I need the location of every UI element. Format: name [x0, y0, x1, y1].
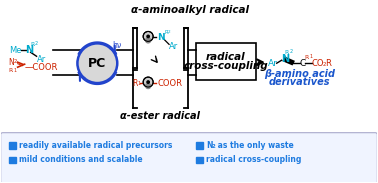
Text: radical: radical [206, 52, 246, 62]
Bar [9, 142, 15, 149]
Text: R: R [285, 50, 289, 55]
Text: N: N [206, 141, 212, 150]
Text: as the only waste: as the only waste [215, 141, 294, 150]
Circle shape [143, 31, 153, 41]
Text: COOR: COOR [157, 79, 182, 87]
Bar [196, 142, 203, 149]
Text: 2: 2 [212, 144, 216, 149]
Text: 1: 1 [310, 54, 313, 59]
Text: α-ester radical: α-ester radical [120, 111, 200, 121]
Text: 1: 1 [138, 81, 141, 86]
Text: —COOR: —COOR [25, 63, 58, 72]
Bar [196, 43, 256, 80]
Text: R: R [132, 79, 138, 87]
Text: CO: CO [311, 59, 324, 68]
Text: Ar: Ar [37, 55, 46, 64]
Text: N: N [157, 33, 165, 42]
Text: readily available radical precursors: readily available radical precursors [19, 141, 172, 150]
Circle shape [147, 81, 149, 83]
Text: 2: 2 [289, 49, 292, 54]
Text: R: R [164, 30, 168, 35]
Text: mild conditions and scalable: mild conditions and scalable [19, 156, 142, 165]
Text: 2: 2 [322, 62, 326, 67]
Circle shape [146, 84, 151, 89]
Text: R: R [305, 55, 309, 60]
Bar [196, 156, 203, 163]
Text: R: R [325, 59, 332, 68]
Text: 2: 2 [14, 59, 17, 64]
Text: 2: 2 [168, 30, 171, 34]
Bar [9, 156, 15, 163]
Text: N: N [9, 58, 14, 67]
FancyBboxPatch shape [1, 133, 377, 183]
Text: hν: hν [112, 41, 122, 50]
Circle shape [147, 35, 149, 38]
Text: α-aminoalkyl radical: α-aminoalkyl radical [131, 5, 249, 15]
Text: Ar: Ar [169, 42, 178, 51]
Text: N: N [26, 45, 34, 55]
Text: radical cross-coupling: radical cross-coupling [206, 156, 301, 165]
Text: Me: Me [9, 46, 21, 55]
Circle shape [77, 43, 117, 83]
Text: C: C [300, 59, 306, 68]
Text: Ar: Ar [268, 59, 277, 68]
Text: β-amino acid: β-amino acid [264, 69, 335, 79]
Text: PC: PC [88, 57, 107, 70]
Text: 2: 2 [35, 41, 38, 46]
Text: R: R [31, 42, 35, 47]
Text: R: R [9, 68, 13, 73]
Circle shape [146, 38, 151, 43]
Circle shape [143, 77, 153, 87]
Text: derivatives: derivatives [269, 77, 330, 87]
Text: N: N [280, 54, 289, 64]
Text: cross-coupling: cross-coupling [184, 61, 268, 71]
Text: 1: 1 [13, 68, 16, 73]
